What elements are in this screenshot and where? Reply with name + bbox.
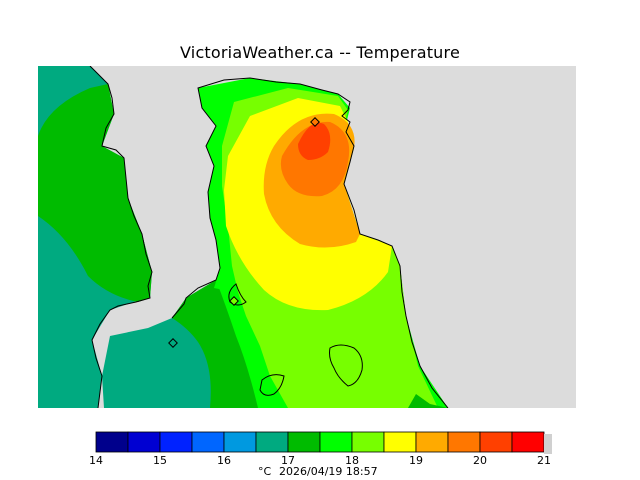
legend-swatch [479, 431, 513, 453]
legend-swatch [223, 431, 257, 453]
legend-swatch [415, 431, 449, 453]
legend-tick-label: 20 [473, 454, 487, 467]
legend-swatch [319, 431, 353, 453]
weather-station-markers[interactable] [168, 117, 320, 348]
inlet-region [198, 78, 448, 408]
legend-swatch [191, 431, 225, 453]
temperature-map [38, 66, 576, 408]
legend-tick-label: 17 [281, 454, 295, 467]
legend-timestamp: 2026/04/19 18:57 [279, 465, 378, 478]
legend-swatch [351, 431, 385, 453]
west-ocean-region [38, 66, 152, 408]
legend-shadow [544, 434, 552, 454]
legend-tick-label: 21 [537, 454, 551, 467]
legend-swatch [383, 431, 417, 453]
legend-swatch [95, 431, 129, 453]
legend-tick-label: 14 [89, 454, 103, 467]
coastline [89, 66, 449, 408]
legend-swatch [511, 431, 545, 453]
station-marker-inlet[interactable] [229, 296, 239, 306]
legend-tick-label: 15 [153, 454, 167, 467]
legend-swatch [127, 431, 161, 453]
legend-color-bar [95, 431, 552, 454]
legend-swatch [159, 431, 193, 453]
legend-swatch [447, 431, 481, 453]
station-marker-north[interactable] [310, 117, 320, 127]
legend-tick-label: 18 [345, 454, 359, 467]
legend-swatch [255, 431, 289, 453]
legend-tick-label: 19 [409, 454, 423, 467]
legend-tick-labels: 14 15 16 17 18 19 20 21 [89, 454, 551, 467]
legend-swatch [287, 431, 321, 453]
map-title: VictoriaWeather.ca -- Temperature [180, 43, 460, 62]
legend-tick-label: 16 [217, 454, 231, 467]
station-marker-south[interactable] [168, 338, 178, 348]
legend-unit: °C [258, 465, 272, 478]
